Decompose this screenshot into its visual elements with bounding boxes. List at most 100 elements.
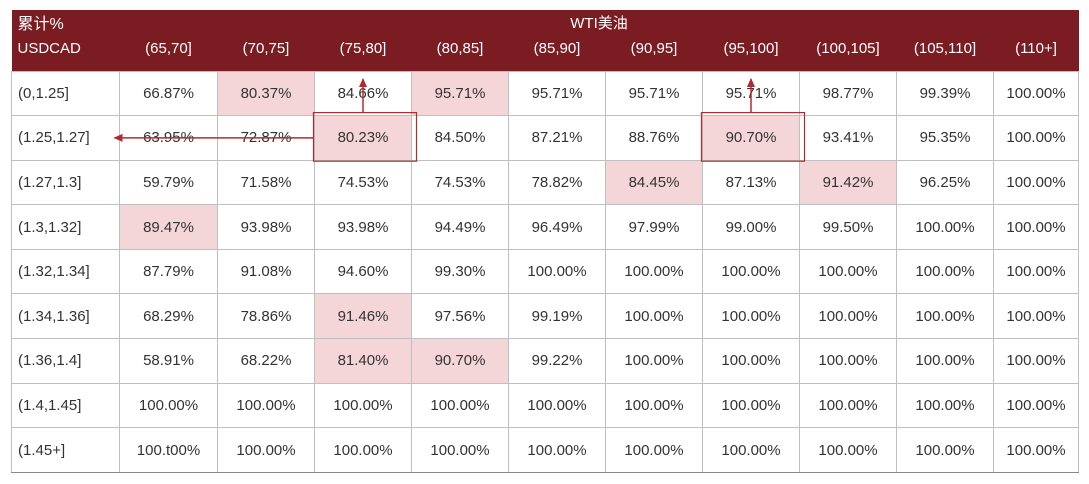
table-cell: 97.56% bbox=[411, 293, 509, 340]
row-label: (1.32,1.34] bbox=[11, 248, 120, 295]
table-cell: 100.00% bbox=[314, 382, 412, 429]
row-label: (1.34,1.36] bbox=[11, 293, 120, 340]
table-cell: 71.58% bbox=[217, 159, 315, 206]
table-cell: 100.00% bbox=[702, 293, 800, 340]
table-cell: 87.79% bbox=[119, 248, 218, 295]
table-cell: 78.82% bbox=[508, 159, 606, 206]
column-header: (100,105] bbox=[816, 40, 880, 57]
table-cell: 95.71% bbox=[702, 70, 800, 117]
table-cell: 100.00% bbox=[993, 382, 1079, 429]
table-cell: 100.00% bbox=[217, 427, 315, 473]
table-cell: 68.29% bbox=[119, 293, 218, 340]
table-row: (1.36,1.4] 58.91% 68.22% 81.40% 90.70% 99.22%… bbox=[11, 338, 1079, 384]
table-cell: 100.00% bbox=[896, 338, 994, 384]
table-row: (1.4,1.45] 100.00% 100.00% 100.00% 100.00% 10… bbox=[11, 382, 1079, 429]
table-cell: 100.00% bbox=[896, 382, 994, 429]
table-cell: 99.39% bbox=[896, 70, 994, 117]
table-cell: 100.00% bbox=[217, 382, 315, 429]
table-cell: 100.00% bbox=[799, 293, 897, 340]
column-header: (75,80] bbox=[339, 40, 387, 57]
table-cell: 100.00% bbox=[799, 427, 897, 473]
table-cell: 68.22% bbox=[217, 338, 315, 384]
table-cell: 87.13% bbox=[702, 159, 800, 206]
table-row: (0,1.25] 66.87% 80.37% 84.66% 95.71% 95.71% 95… bbox=[11, 70, 1079, 117]
table-cell: 100.00% bbox=[993, 204, 1079, 250]
table-cell: 100.00% bbox=[993, 70, 1079, 117]
table-cell: 100.00% bbox=[993, 293, 1079, 340]
table-cell: 95.71% bbox=[411, 70, 509, 117]
table-cell: 100.00% bbox=[605, 248, 703, 295]
column-header: (85,90] bbox=[533, 40, 581, 57]
table-cell: 100.00% bbox=[411, 427, 509, 473]
table-cell: 95.71% bbox=[508, 70, 606, 117]
table-cell: 100.00% bbox=[702, 248, 800, 295]
table-cell: 59.79% bbox=[119, 159, 218, 206]
column-header: (95,100] bbox=[723, 40, 779, 57]
table-container: 累计% WTI美油 USDCAD (65,70] (70,75] (75,80] (8… bbox=[11, 10, 1079, 473]
table-cell: 58.91% bbox=[119, 338, 218, 384]
table-cell: 100.00% bbox=[605, 382, 703, 429]
table-cell: 78.86% bbox=[217, 293, 315, 340]
table-cell: 80.37% bbox=[217, 70, 315, 117]
header-row-group: 累计% WTI美油 bbox=[11, 10, 1079, 34]
table-cell: 100.00% bbox=[605, 427, 703, 473]
column-header: (65,70] bbox=[145, 40, 192, 57]
table-cell: 74.53% bbox=[314, 159, 412, 206]
table-row: (1.32,1.34] 87.79% 91.08% 94.60% 99.30% 100.0… bbox=[11, 248, 1079, 295]
table-cell: 100.00% bbox=[508, 248, 606, 295]
column-group-label: WTI美油 bbox=[570, 14, 628, 32]
table-cell: 100.00% bbox=[799, 248, 897, 295]
table-cell: 63.95% bbox=[119, 115, 218, 161]
table-cell: 100.00% bbox=[993, 115, 1079, 161]
table-cell: 84.66% bbox=[314, 70, 412, 117]
table-row: (1.25,1.27] 63.95% 72.87% 80.23% 84.50% 87.21… bbox=[11, 115, 1079, 161]
table-cell: 100.00% bbox=[508, 382, 606, 429]
table-cell: 95.71% bbox=[605, 70, 703, 117]
row-label: (1.36,1.4] bbox=[11, 338, 120, 384]
table-cell: 100.00% bbox=[702, 427, 800, 473]
table-row: (1.45+] 100.t00% 100.00% 100.00% 100.00% 100.… bbox=[11, 427, 1079, 473]
table-cell: 91.46% bbox=[314, 293, 412, 340]
table-cell: 91.42% bbox=[799, 159, 897, 206]
table-cell: 98.77% bbox=[799, 70, 897, 117]
table-body: (0,1.25] 66.87% 80.37% 84.66% 95.71% 95.71% 95… bbox=[11, 70, 1079, 473]
table-cell: 84.50% bbox=[411, 115, 509, 161]
column-header: (70,75] bbox=[242, 40, 290, 57]
table-cell: 100.00% bbox=[605, 338, 703, 384]
row-label: (1.4,1.45] bbox=[11, 382, 120, 429]
table-cell: 100.00% bbox=[896, 248, 994, 295]
table-cell: 100.00% bbox=[702, 382, 800, 429]
column-header: (110+] bbox=[1015, 40, 1057, 57]
column-header: (80,85] bbox=[436, 40, 484, 57]
table-cell: 100.00% bbox=[993, 427, 1079, 473]
table-cell: 91.08% bbox=[217, 248, 315, 295]
table-row: (1.3,1.32] 89.47% 93.98% 93.98% 94.49% 96.49%… bbox=[11, 204, 1079, 250]
row-label: (1.25,1.27] bbox=[11, 115, 120, 161]
table-cell: 81.40% bbox=[314, 338, 412, 384]
row-label: (1.3,1.32] bbox=[11, 204, 120, 250]
table-cell: 80.23% bbox=[314, 115, 412, 161]
table-cell: 100.00% bbox=[896, 204, 994, 250]
table-cell: 93.41% bbox=[799, 115, 897, 161]
table-cell: 95.35% bbox=[896, 115, 994, 161]
table-cell: 100.00% bbox=[993, 159, 1079, 206]
column-header: (105,110] bbox=[913, 40, 977, 57]
table-cell: 100.00% bbox=[896, 427, 994, 473]
table-cell: 90.70% bbox=[411, 338, 509, 384]
data-table: 累计% WTI美油 USDCAD (65,70] (70,75] (75,80] (8… bbox=[11, 10, 1079, 473]
table-cell: 96.49% bbox=[508, 204, 606, 250]
table-cell: 99.19% bbox=[508, 293, 606, 340]
table-cell: 100.00% bbox=[605, 293, 703, 340]
table-cell: 100.00% bbox=[508, 427, 606, 473]
corner-label: 累计% bbox=[17, 16, 64, 33]
table-cell: 89.47% bbox=[119, 204, 218, 250]
table-cell: 94.60% bbox=[314, 248, 412, 295]
row-axis-label: USDCAD bbox=[17, 40, 81, 57]
table-row: (1.34,1.36] 68.29% 78.86% 91.46% 97.56% 99.19… bbox=[11, 293, 1079, 340]
table-row: (1.27,1.3] 59.79% 71.58% 74.53% 74.53% 78.82%… bbox=[11, 159, 1079, 206]
table-cell: 84.45% bbox=[605, 159, 703, 206]
table-cell: 100.00% bbox=[314, 427, 412, 473]
table-cell: 100.00% bbox=[993, 338, 1079, 384]
table-cell: 87.21% bbox=[508, 115, 606, 161]
header-row-columns: USDCAD (65,70] (70,75] (75,80] (80,85] (85,9… bbox=[11, 34, 1079, 71]
